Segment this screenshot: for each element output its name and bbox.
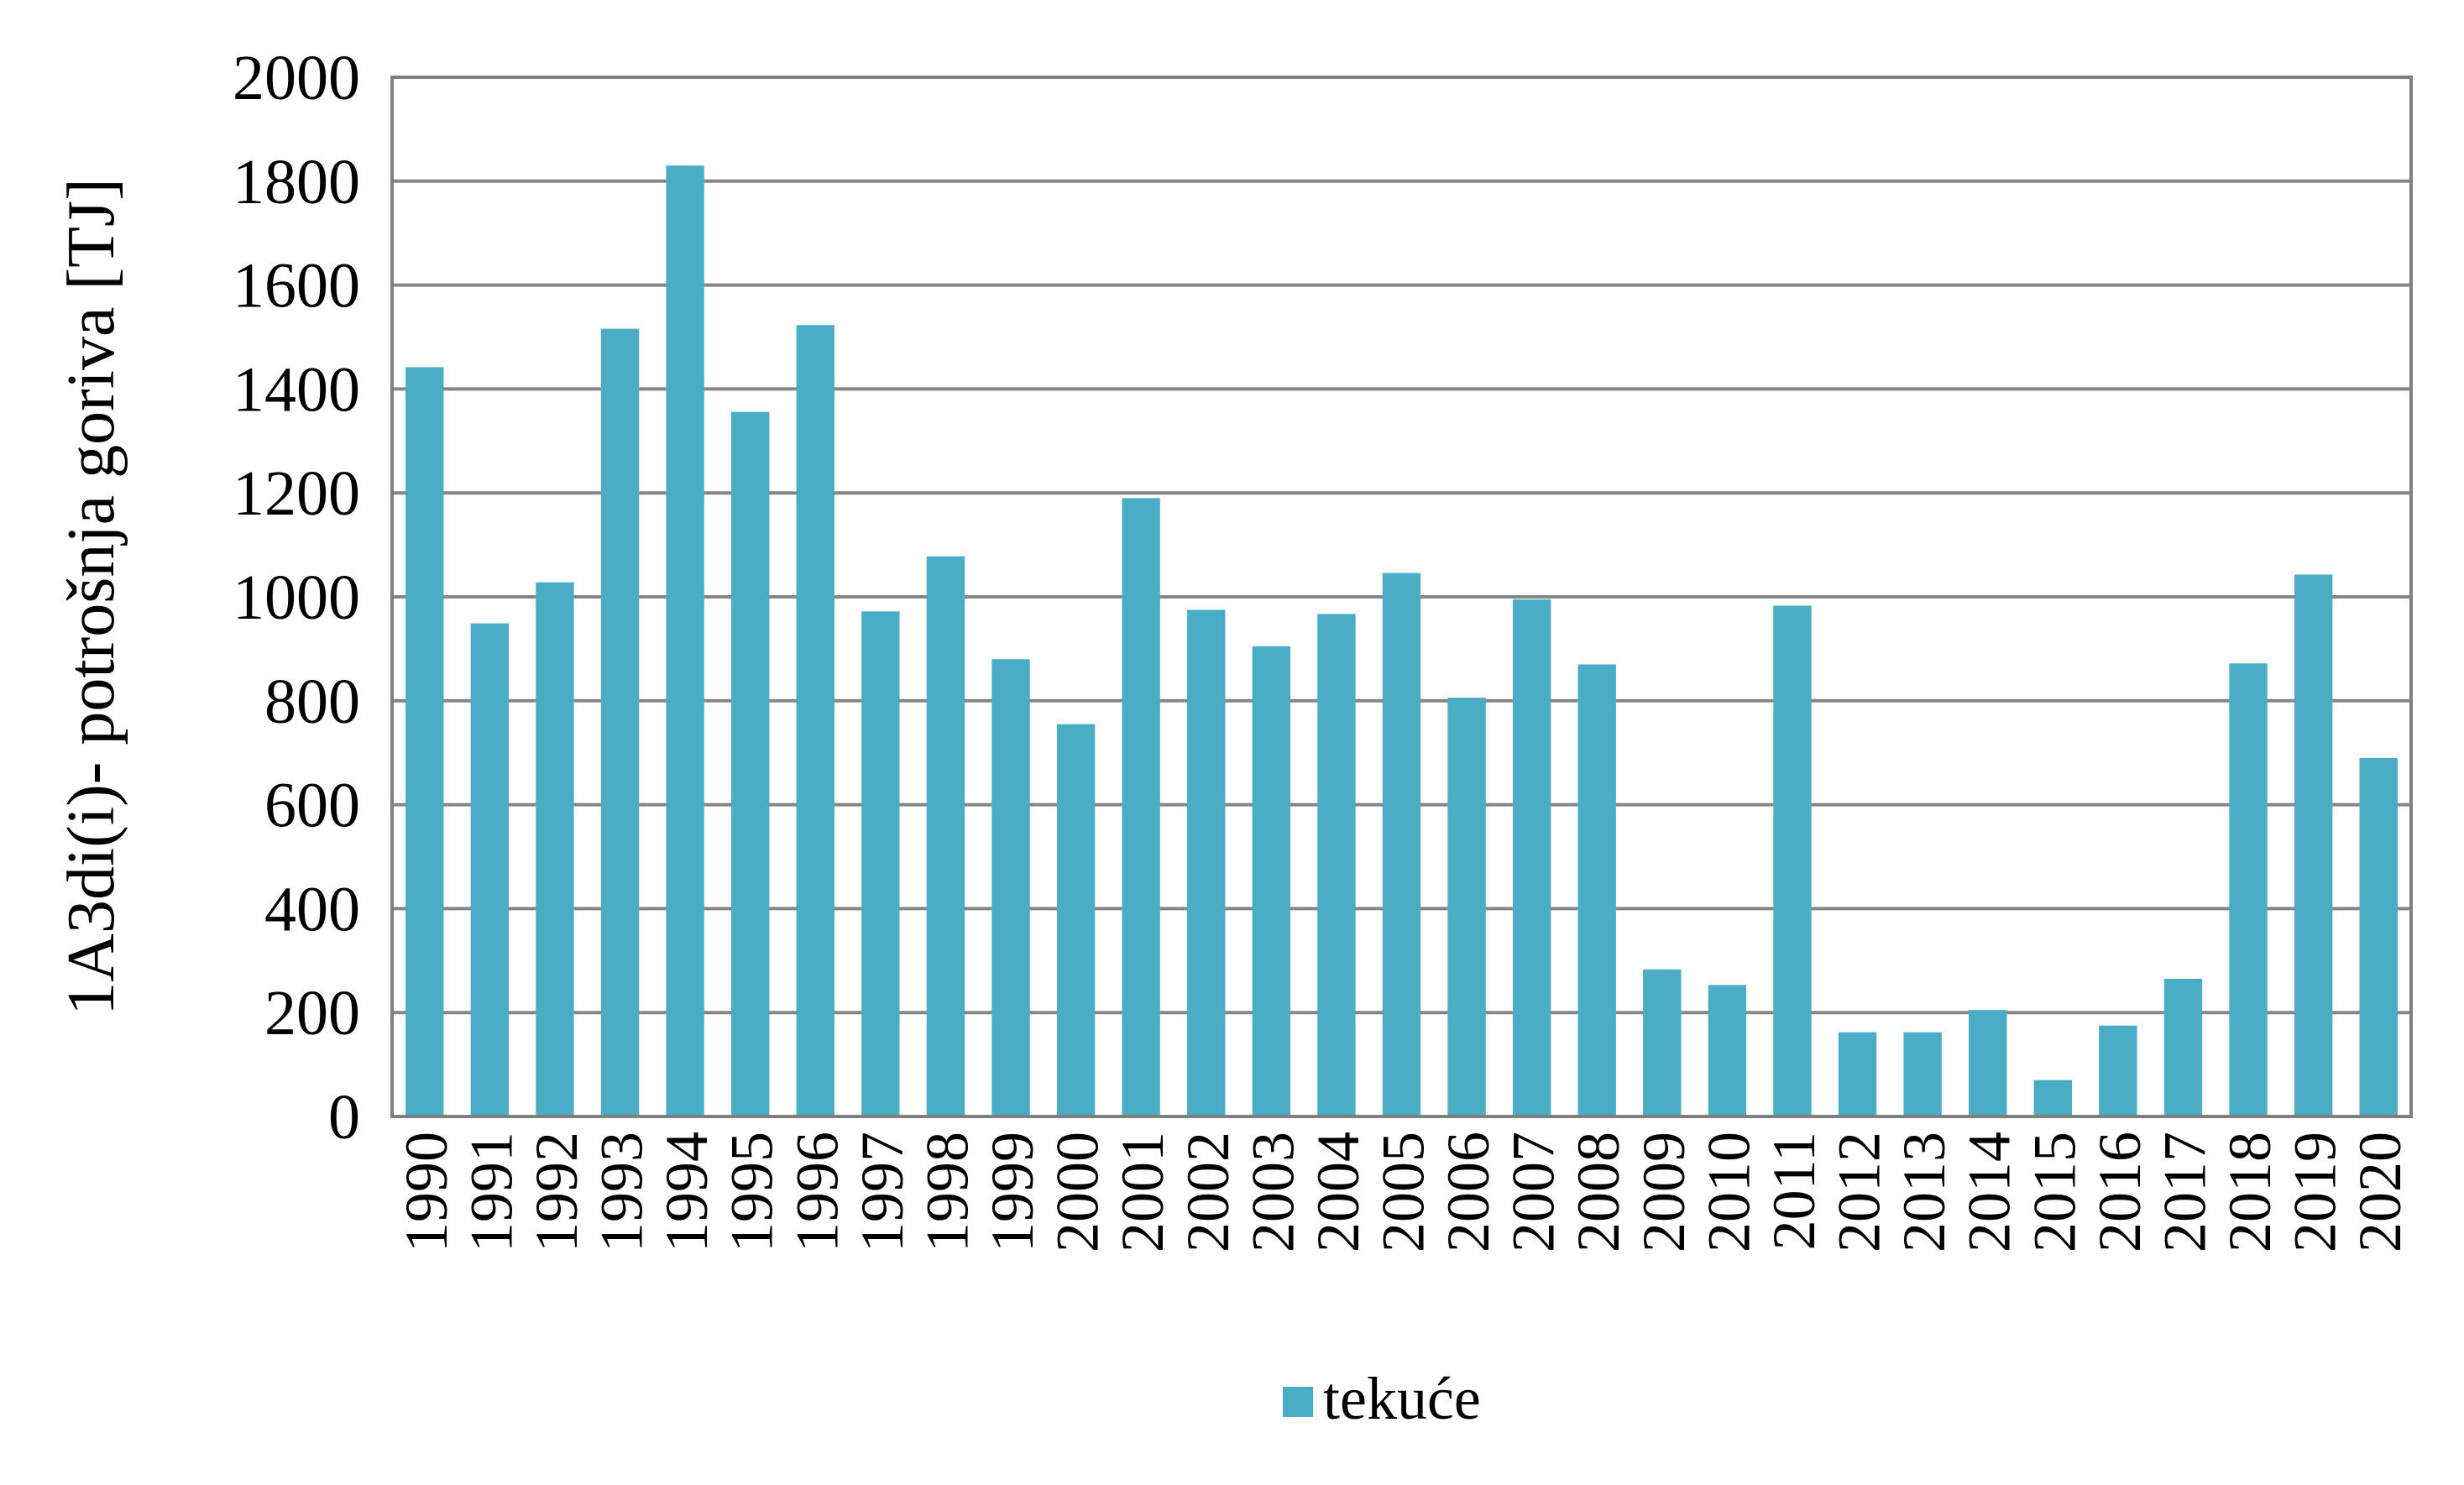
- bar-2003: [1252, 646, 1291, 1116]
- x-tick-label: 2001: [1109, 1132, 1176, 1252]
- bar-2014: [1969, 1010, 2007, 1116]
- x-tick-label: 2016: [2086, 1132, 2153, 1252]
- bar-1998: [926, 556, 965, 1116]
- bar-1992: [536, 582, 574, 1116]
- bar-2006: [1447, 698, 1486, 1116]
- bar-2016: [2099, 1025, 2137, 1116]
- bar-1990: [405, 367, 444, 1117]
- x-tick-label: 1991: [458, 1132, 525, 1252]
- x-tick-label: 2012: [1826, 1132, 1893, 1252]
- plot-area-border: [390, 76, 2413, 1118]
- bar-1994: [666, 165, 704, 1117]
- x-tick-label: 1998: [913, 1132, 981, 1252]
- x-tick-label: 2008: [1565, 1132, 1632, 1252]
- bar-2018: [2229, 663, 2268, 1116]
- y-axis-tick-labels: 0 200 400 600 800 1000 1200 1400 1600 1800 2000: [233, 43, 360, 1153]
- y-tick-label: 400: [264, 874, 360, 944]
- bar-1991: [470, 623, 510, 1116]
- x-tick-label: 2003: [1239, 1132, 1306, 1252]
- bar-2008: [1577, 664, 1616, 1116]
- x-tick-label: 2006: [1435, 1132, 1502, 1252]
- x-tick-label: 1993: [589, 1132, 656, 1252]
- x-tick-label: 2015: [2021, 1132, 2088, 1252]
- x-tick-label: 1990: [393, 1132, 460, 1252]
- bar-1997: [861, 611, 900, 1116]
- x-tick-label: 2010: [1695, 1132, 1762, 1252]
- x-tick-label: 2014: [1956, 1132, 2023, 1252]
- bar-2004: [1317, 614, 1356, 1116]
- x-tick-label: 2019: [2282, 1132, 2349, 1252]
- legend: tekuće: [1283, 1365, 1481, 1432]
- x-tick-label: 1996: [783, 1132, 850, 1252]
- bar-1999: [991, 659, 1030, 1116]
- bar-2000: [1056, 724, 1096, 1116]
- bar-2013: [1903, 1032, 1942, 1116]
- x-tick-label: 2020: [2346, 1132, 2414, 1252]
- legend-swatch-tekuce: [1283, 1387, 1313, 1417]
- bar-2020: [2359, 757, 2398, 1116]
- x-axis-tick-labels: 1990199119921993199419951996199719981999…: [393, 1132, 2414, 1252]
- x-tick-label: 2018: [2216, 1132, 2284, 1252]
- x-tick-label: 1992: [523, 1132, 590, 1252]
- y-tick-label: 1800: [233, 147, 360, 217]
- bar-2019: [2294, 574, 2333, 1116]
- y-tick-label: 800: [264, 667, 360, 737]
- bar-2012: [1838, 1032, 1877, 1116]
- legend-label-tekuce: tekuće: [1323, 1365, 1481, 1432]
- x-tick-label: 1995: [719, 1132, 786, 1252]
- x-tick-label: 2009: [1630, 1132, 1698, 1252]
- x-tick-label: 2013: [1891, 1132, 1958, 1252]
- bar-2015: [2033, 1080, 2072, 1116]
- bar-2017: [2163, 978, 2203, 1116]
- x-tick-label: 1999: [979, 1132, 1046, 1252]
- y-tick-label: 200: [264, 978, 360, 1048]
- x-tick-label: 1994: [653, 1132, 720, 1252]
- x-tick-label: 1997: [849, 1132, 916, 1252]
- bar-2010: [1708, 985, 1747, 1116]
- x-tick-label: 2005: [1370, 1132, 1437, 1252]
- y-axis-title: 1A3di(i)- potrošnja goriva [TJ]: [55, 178, 128, 1016]
- y-tick-label: 1000: [233, 562, 360, 633]
- bar-1996: [796, 325, 834, 1116]
- y-tick-label: 1600: [233, 251, 360, 322]
- x-tick-label: 2000: [1044, 1132, 1112, 1252]
- y-tick-label: 600: [264, 771, 360, 841]
- x-tick-label: 2017: [2151, 1132, 2218, 1252]
- x-tick-label: 2011: [1760, 1132, 1828, 1250]
- y-tick-label: 1400: [233, 354, 360, 425]
- bar-2007: [1512, 599, 1551, 1116]
- bar-2011: [1773, 605, 1812, 1116]
- y-tick-label: 2000: [233, 43, 360, 113]
- bar-2009: [1643, 969, 1682, 1116]
- bars: [405, 165, 2398, 1117]
- bar-2001: [1122, 498, 1160, 1116]
- bar-1993: [600, 328, 640, 1116]
- bar-2002: [1187, 609, 1226, 1116]
- y-tick-label: 0: [328, 1082, 360, 1153]
- bar-1995: [731, 411, 770, 1116]
- x-tick-label: 2007: [1500, 1132, 1567, 1252]
- x-tick-label: 2004: [1305, 1132, 1372, 1252]
- bar-2005: [1382, 573, 1421, 1116]
- y-tick-label: 1200: [233, 458, 360, 529]
- x-tick-label: 2002: [1174, 1132, 1242, 1252]
